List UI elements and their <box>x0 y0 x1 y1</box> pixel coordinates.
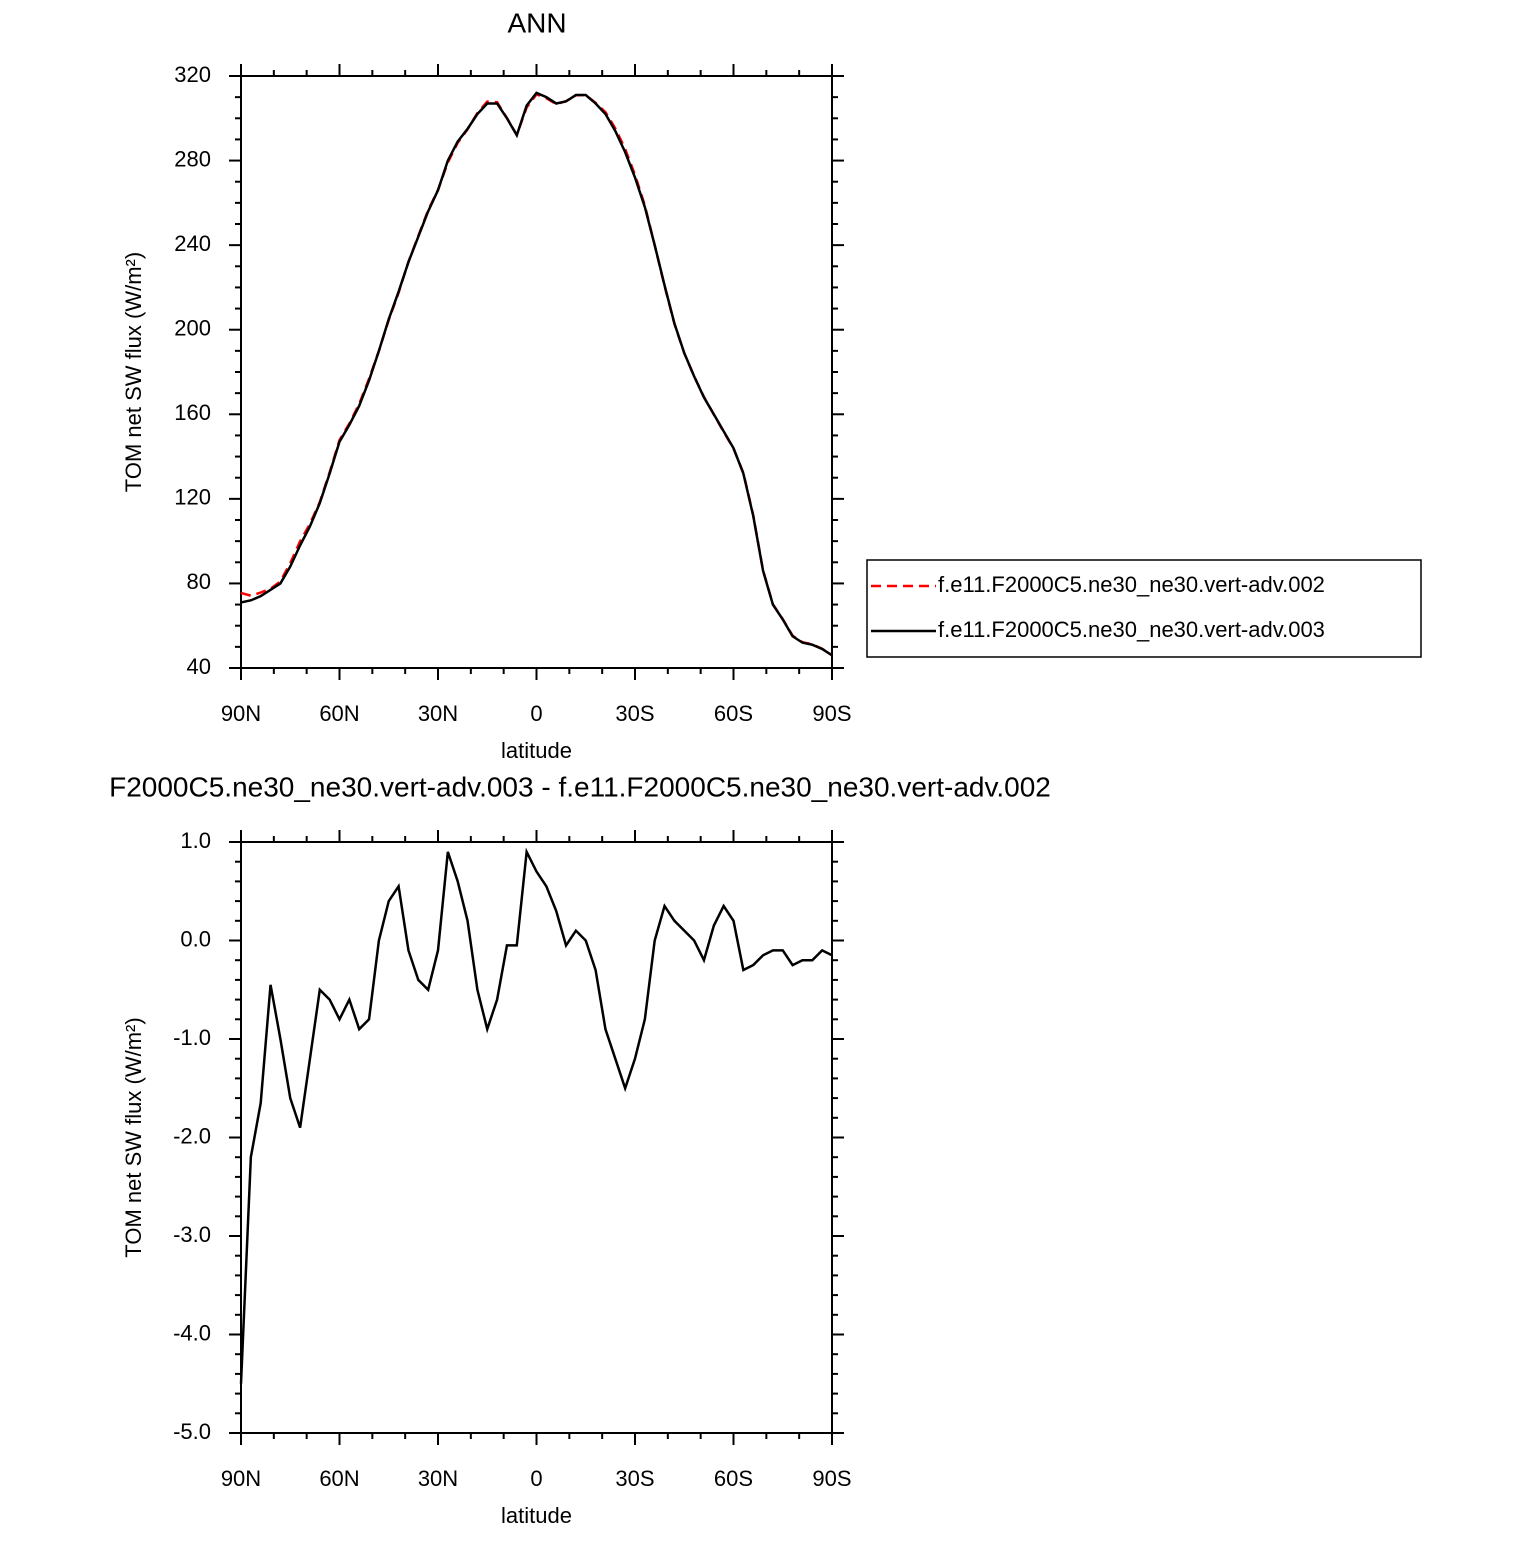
x-tick-label: 60N <box>319 701 359 726</box>
x-tick-label: 60S <box>714 1466 753 1491</box>
y-tick-label: -3.0 <box>173 1222 211 1247</box>
x-axis-label: latitude <box>501 738 572 763</box>
y-tick-label: 0.0 <box>180 926 211 951</box>
y-tick-label: 200 <box>174 316 211 341</box>
chart-title: F2000C5.ne30_ne30.vert-adv.003 - f.e11.F… <box>109 771 1051 802</box>
plot-frame <box>240 75 833 669</box>
x-tick-label: 30S <box>615 1466 654 1491</box>
y-axis-label: TOM net SW flux (W/m²) <box>121 1017 146 1257</box>
data-line <box>240 92 833 656</box>
y-tick-label: 80 <box>187 569 211 594</box>
y-tick-label: 240 <box>174 231 211 256</box>
x-tick-label: 60S <box>714 701 753 726</box>
y-tick-label: -4.0 <box>173 1320 211 1345</box>
plot-frame <box>240 841 833 1434</box>
legend-label: f.e11.F2000C5.ne30_ne30.vert-adv.003 <box>938 617 1325 642</box>
x-tick-label: 30S <box>615 701 654 726</box>
y-tick-label: -1.0 <box>173 1025 211 1050</box>
x-tick-label: 30N <box>418 1466 458 1491</box>
x-axis-label: latitude <box>501 1503 572 1528</box>
y-axis-label: TOM net SW flux (W/m²) <box>121 252 146 492</box>
x-tick-label: 90S <box>812 1466 851 1491</box>
y-tick-label: 40 <box>187 654 211 679</box>
x-tick-label: 60N <box>319 1466 359 1491</box>
y-tick-label: 160 <box>174 400 211 425</box>
legend-box <box>866 559 1422 658</box>
data-line <box>240 91 833 657</box>
y-tick-label: 320 <box>174 62 211 87</box>
chart-title: ANN <box>507 7 566 38</box>
legend-label: f.e11.F2000C5.ne30_ne30.vert-adv.002 <box>938 572 1325 597</box>
y-tick-label: 280 <box>174 146 211 171</box>
y-tick-label: -2.0 <box>173 1123 211 1148</box>
x-tick-label: 90N <box>221 1466 261 1491</box>
y-tick-label: 1.0 <box>180 828 211 853</box>
x-tick-label: 0 <box>530 701 542 726</box>
y-tick-label: -5.0 <box>173 1419 211 1444</box>
y-tick-label: 120 <box>174 485 211 510</box>
x-tick-label: 90S <box>812 701 851 726</box>
x-tick-label: 0 <box>530 1466 542 1491</box>
x-tick-label: 30N <box>418 701 458 726</box>
x-tick-label: 90N <box>221 701 261 726</box>
data-line <box>239 847 833 1384</box>
